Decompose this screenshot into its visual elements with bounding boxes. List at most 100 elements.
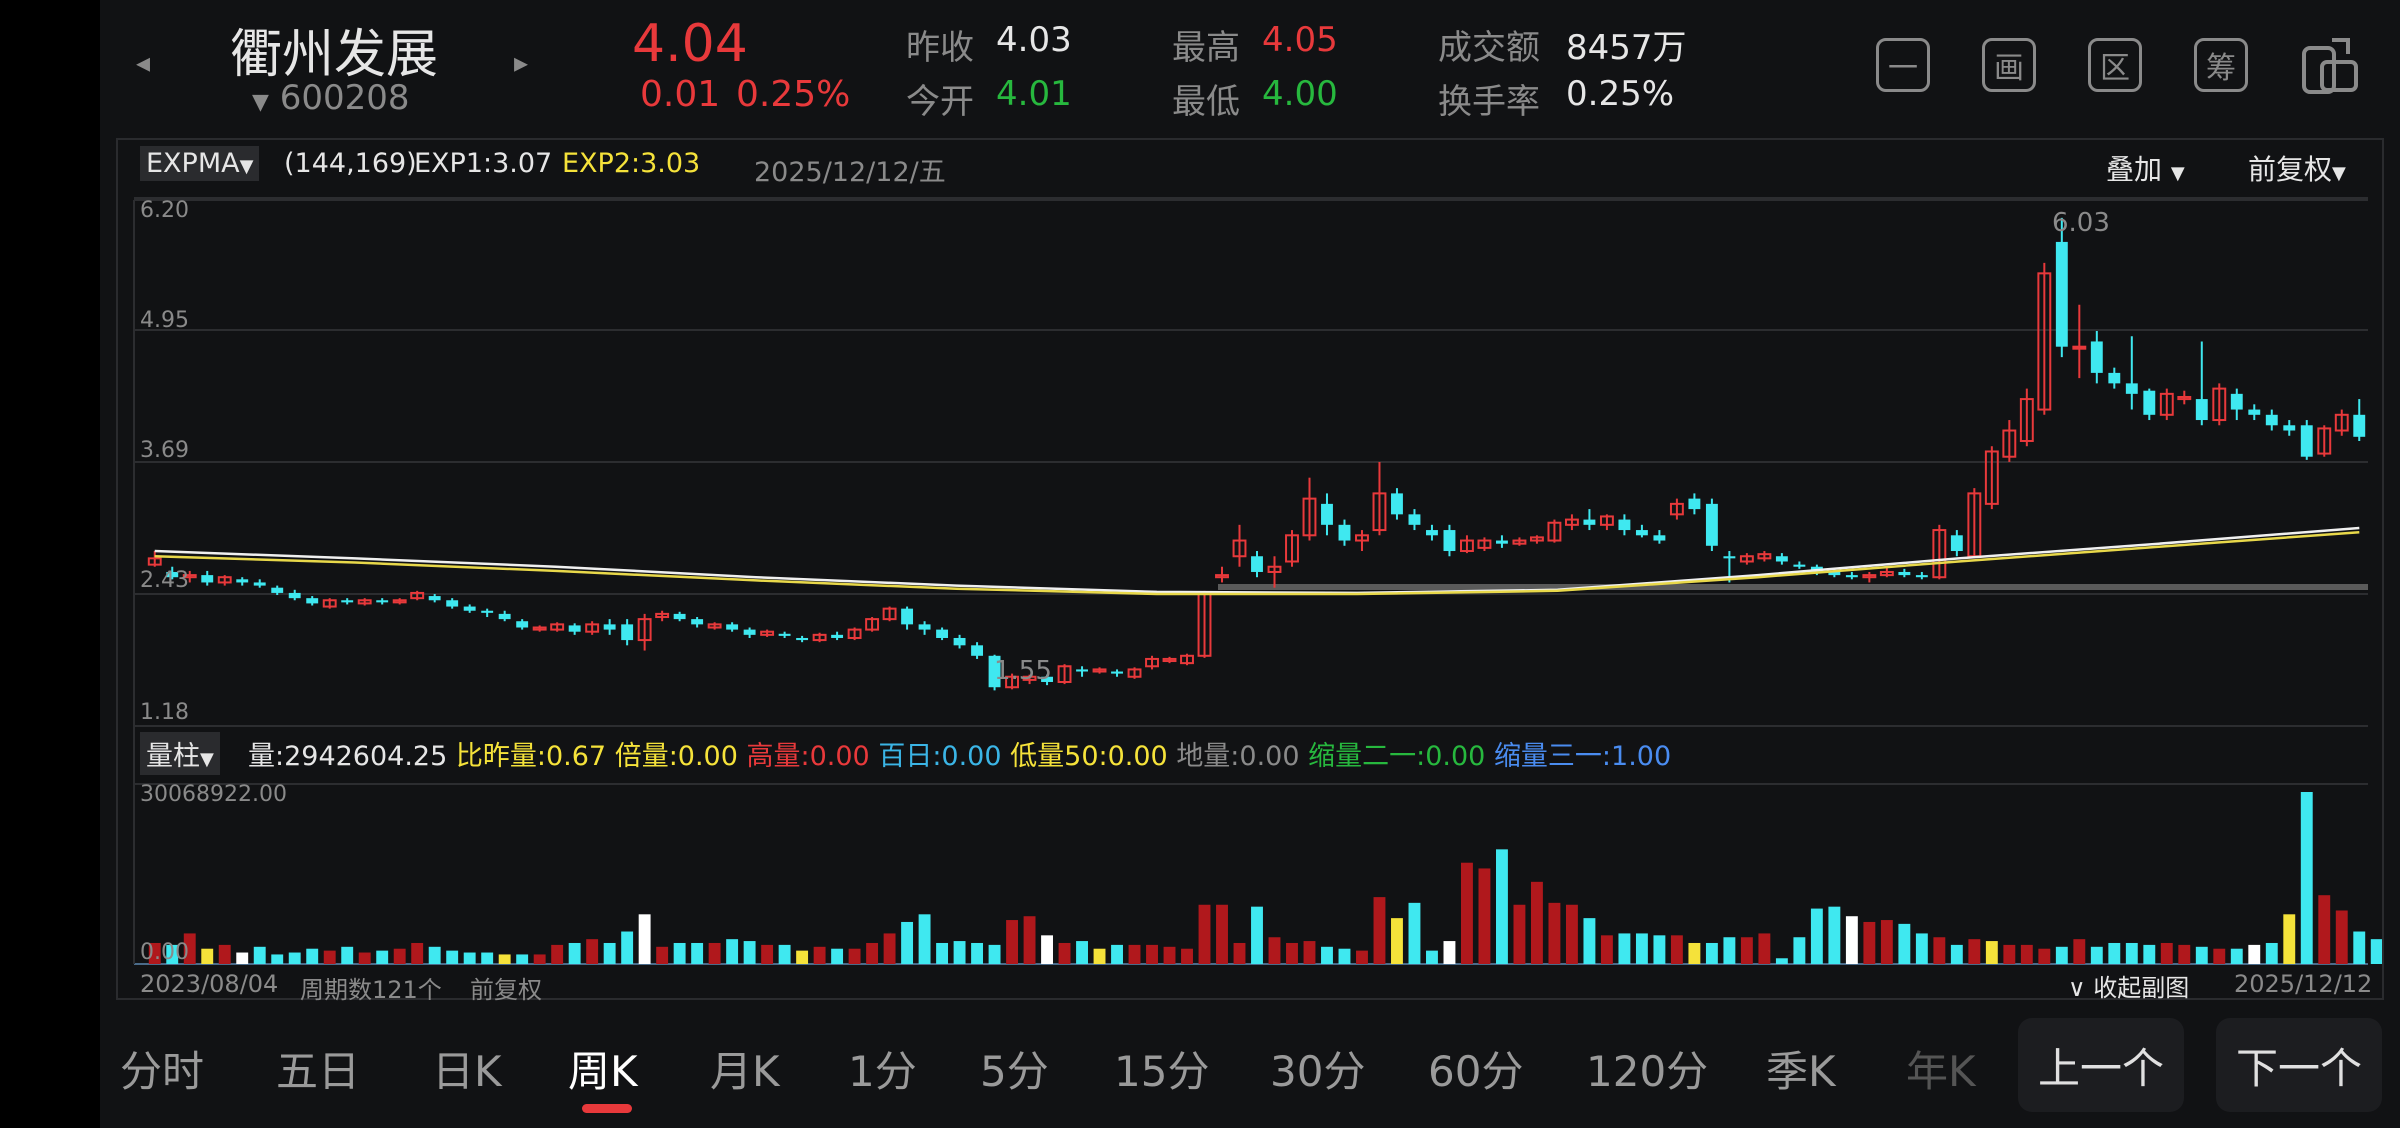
- volume-bar: [2370, 939, 2382, 964]
- volume-bar: [726, 939, 739, 964]
- minus-icon[interactable]: 一: [1876, 38, 1930, 92]
- candle-body: [1828, 571, 1841, 576]
- volume-bar: [1828, 906, 1841, 964]
- turnover-rate-label: 换手率: [1438, 82, 1540, 122]
- tab-five-day[interactable]: 五日: [276, 1047, 361, 1096]
- tab-30min[interactable]: 30分: [1270, 1047, 1366, 1096]
- volume-bar: [1391, 918, 1403, 964]
- low-label: 最低: [1172, 82, 1240, 122]
- candle-body: [1460, 539, 1474, 553]
- candle-body: [1705, 503, 1718, 546]
- candle-body: [1618, 519, 1631, 531]
- volume-bar: [691, 942, 704, 964]
- candle-body: [1757, 553, 1772, 560]
- candle-body: [1338, 524, 1351, 541]
- candle-body: [236, 579, 249, 583]
- tab-yearly-k[interactable]: 年K: [1906, 1047, 1976, 1096]
- candle-body: [1391, 493, 1403, 515]
- candle-body: [1057, 665, 1072, 683]
- exp2-value: EXP2:3.03: [562, 148, 701, 179]
- candle-body: [812, 633, 827, 642]
- candle-body: [1793, 564, 1806, 567]
- volume-bar: [1758, 933, 1771, 964]
- overlay-selector[interactable]: 叠加 ▼: [2106, 148, 2185, 188]
- footer-adjust: 前复权: [470, 976, 542, 1004]
- volume-bar: [2125, 942, 2138, 964]
- tab-5min[interactable]: 5分: [980, 1047, 1049, 1096]
- candle-body: [2283, 425, 2296, 431]
- candle-body: [1688, 498, 1701, 510]
- chips-icon[interactable]: 筹: [2194, 38, 2248, 92]
- indicator-selector[interactable]: EXPMA▼: [140, 146, 260, 181]
- candle-body: [1111, 671, 1123, 674]
- volume-bar: [1163, 946, 1176, 964]
- active-tab-indicator: [582, 1104, 632, 1113]
- adjust-selector[interactable]: 前复权▼: [2248, 148, 2346, 188]
- volume-bar: [1670, 935, 1683, 964]
- volume-bar: [1705, 942, 1718, 964]
- chart-panel[interactable]: EXPMA▼ (144,169) EXP1:3.07 EXP2:3.03 202…: [116, 138, 2384, 1004]
- volume-bar: [341, 946, 354, 964]
- dropdown-caret-icon: ▼: [2170, 163, 2185, 184]
- volume-bar: [1006, 920, 1019, 964]
- prev-stock-arrow-icon[interactable]: ◂: [136, 46, 151, 79]
- kline-chart[interactable]: [118, 140, 2382, 998]
- volume-bar: [1915, 933, 1928, 964]
- collapse-subchart-button[interactable]: ∨ 收起副图: [2068, 968, 2189, 1003]
- tab-daily-k[interactable]: 日K: [432, 1047, 502, 1096]
- prev-button[interactable]: 上一个: [2018, 1018, 2184, 1112]
- candle-body: [1267, 565, 1282, 573]
- candle-body: [743, 629, 756, 635]
- volume-bar: [568, 942, 581, 964]
- open-label: 今开: [906, 82, 974, 122]
- stock-code: 600208: [279, 78, 410, 118]
- volume-bar: [848, 948, 861, 964]
- stock-code-row[interactable]: ▼ 600208: [252, 78, 410, 118]
- candle-body: [1932, 529, 1947, 579]
- next-stock-arrow-icon[interactable]: ▸: [514, 46, 529, 79]
- tab-intraday[interactable]: 分时: [120, 1047, 205, 1096]
- tab-monthly-k[interactable]: 月K: [710, 1047, 780, 1096]
- candle-body: [1547, 521, 1562, 542]
- tab-weekly-k[interactable]: 周K: [568, 1047, 638, 1096]
- volume-bar: [393, 948, 406, 964]
- candle-body: [2002, 429, 2017, 458]
- volume-bar: [1583, 918, 1596, 964]
- volume-bar: [1478, 868, 1491, 964]
- next-button[interactable]: 下一个: [2216, 1018, 2382, 1112]
- volume-bar: [1845, 916, 1858, 964]
- dropdown-caret-icon: ▼: [200, 749, 214, 770]
- indicator-params: (144,169): [284, 148, 417, 179]
- tab-60min[interactable]: 60分: [1428, 1047, 1524, 1096]
- volume-bar: [306, 948, 319, 964]
- volume-bar: [2143, 944, 2156, 964]
- tab-1min[interactable]: 1分: [848, 1047, 917, 1096]
- volume-bar: [288, 952, 301, 964]
- volume-bar: [236, 952, 249, 964]
- candle-body: [865, 618, 880, 631]
- volume-bar: [2248, 944, 2261, 964]
- volume-stat: 百日:0.00: [878, 741, 1002, 772]
- region-icon[interactable]: 区: [2088, 38, 2142, 92]
- tab-quarterly-k[interactable]: 季K: [1766, 1047, 1836, 1096]
- volume-bar: [253, 946, 266, 964]
- volume-bar: [1985, 941, 1998, 964]
- tab-120min[interactable]: 120分: [1586, 1047, 1709, 1096]
- overlay-label: 叠加: [2106, 153, 2163, 186]
- volume-bar: [1268, 937, 1281, 964]
- volume-bar: [1023, 916, 1036, 964]
- candle-body: [1022, 675, 1037, 681]
- picture-icon[interactable]: 画: [1982, 38, 2036, 92]
- volume-bar: [1198, 904, 1211, 964]
- device-switch-icon[interactable]: [2298, 34, 2362, 102]
- tab-15min[interactable]: 15分: [1114, 1047, 1210, 1096]
- volume-stat: 比昨量:0.67: [455, 741, 607, 772]
- volume-bar: [2003, 944, 2016, 964]
- candle-body: [306, 598, 319, 604]
- volume-bar: [1933, 937, 1946, 964]
- volume-bar: [166, 944, 179, 964]
- candle-body: [392, 599, 407, 604]
- start-date: 2023/08/04: [140, 970, 279, 998]
- volume-indicator-selector[interactable]: 量柱▼: [140, 732, 220, 775]
- volume-bar: [883, 933, 896, 964]
